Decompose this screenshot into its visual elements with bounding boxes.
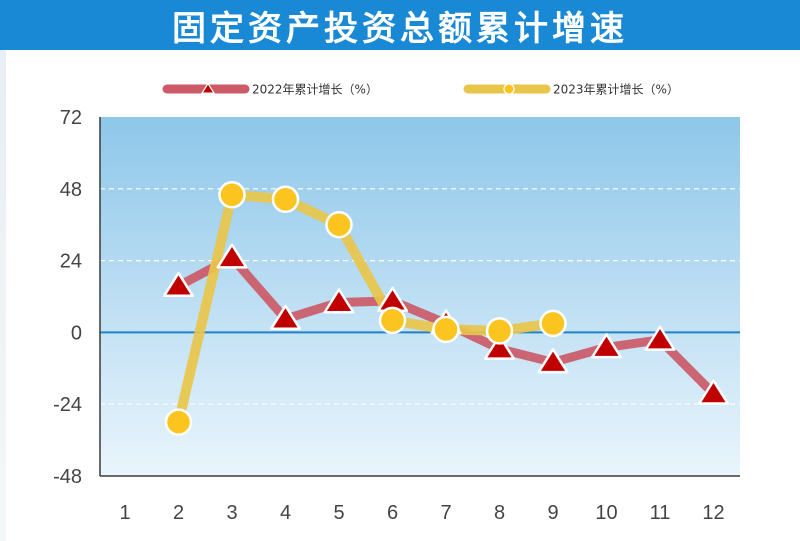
plot-area xyxy=(100,117,740,476)
data-point-2022 xyxy=(269,304,302,330)
x-tick-label: 2 xyxy=(173,502,184,524)
data-point-2023 xyxy=(485,317,514,345)
x-tick-label: 12 xyxy=(702,502,724,524)
left-edge-decoration xyxy=(0,50,6,541)
data-point-2023 xyxy=(218,181,246,209)
legend-label: 2022年累计增长（%） xyxy=(252,83,378,97)
data-point-2023 xyxy=(539,309,567,338)
data-point-2022 xyxy=(323,288,355,314)
chart-title: 固定资产投资总额累计增速 xyxy=(172,8,628,49)
title-bar: 固定资产投资总额累计增速 xyxy=(0,0,800,50)
legend-label: 2023年累计增长（%） xyxy=(553,83,679,97)
data-point-2022 xyxy=(697,379,730,405)
x-tick-label: 9 xyxy=(547,502,558,524)
y-tick-label: -48 xyxy=(53,466,82,488)
data-point-2023 xyxy=(164,408,193,436)
x-tick-label: 7 xyxy=(440,502,451,524)
legend-triangle-marker xyxy=(200,82,216,94)
y-tick-label: -24 xyxy=(53,394,82,416)
x-tick-label: 3 xyxy=(226,502,237,524)
data-point-2022 xyxy=(644,325,676,351)
data-point-2022 xyxy=(537,348,569,374)
data-point-2022 xyxy=(590,333,623,359)
data-point-2022 xyxy=(216,243,248,269)
y-tick-label: 0 xyxy=(71,322,82,344)
x-tick-label: 4 xyxy=(280,502,291,524)
y-tick-label: 24 xyxy=(60,251,82,273)
data-point-2023 xyxy=(325,210,353,239)
x-tick-label: 1 xyxy=(119,502,130,524)
legend-circle-marker xyxy=(503,83,515,95)
y-tick-label: 48 xyxy=(60,179,82,201)
x-tick-label: 5 xyxy=(333,502,344,524)
y-tick-label: 72 xyxy=(60,107,82,129)
x-tick-label: 10 xyxy=(595,502,617,524)
x-tick-label: 6 xyxy=(387,502,398,524)
x-tick-label: 11 xyxy=(650,502,671,524)
x-tick-label: 8 xyxy=(494,502,505,524)
data-point-2023 xyxy=(432,315,460,344)
data-point-2022 xyxy=(162,271,195,298)
data-point-2023 xyxy=(378,306,407,335)
data-point-2022 xyxy=(483,334,516,360)
data-point-2023 xyxy=(271,185,300,214)
